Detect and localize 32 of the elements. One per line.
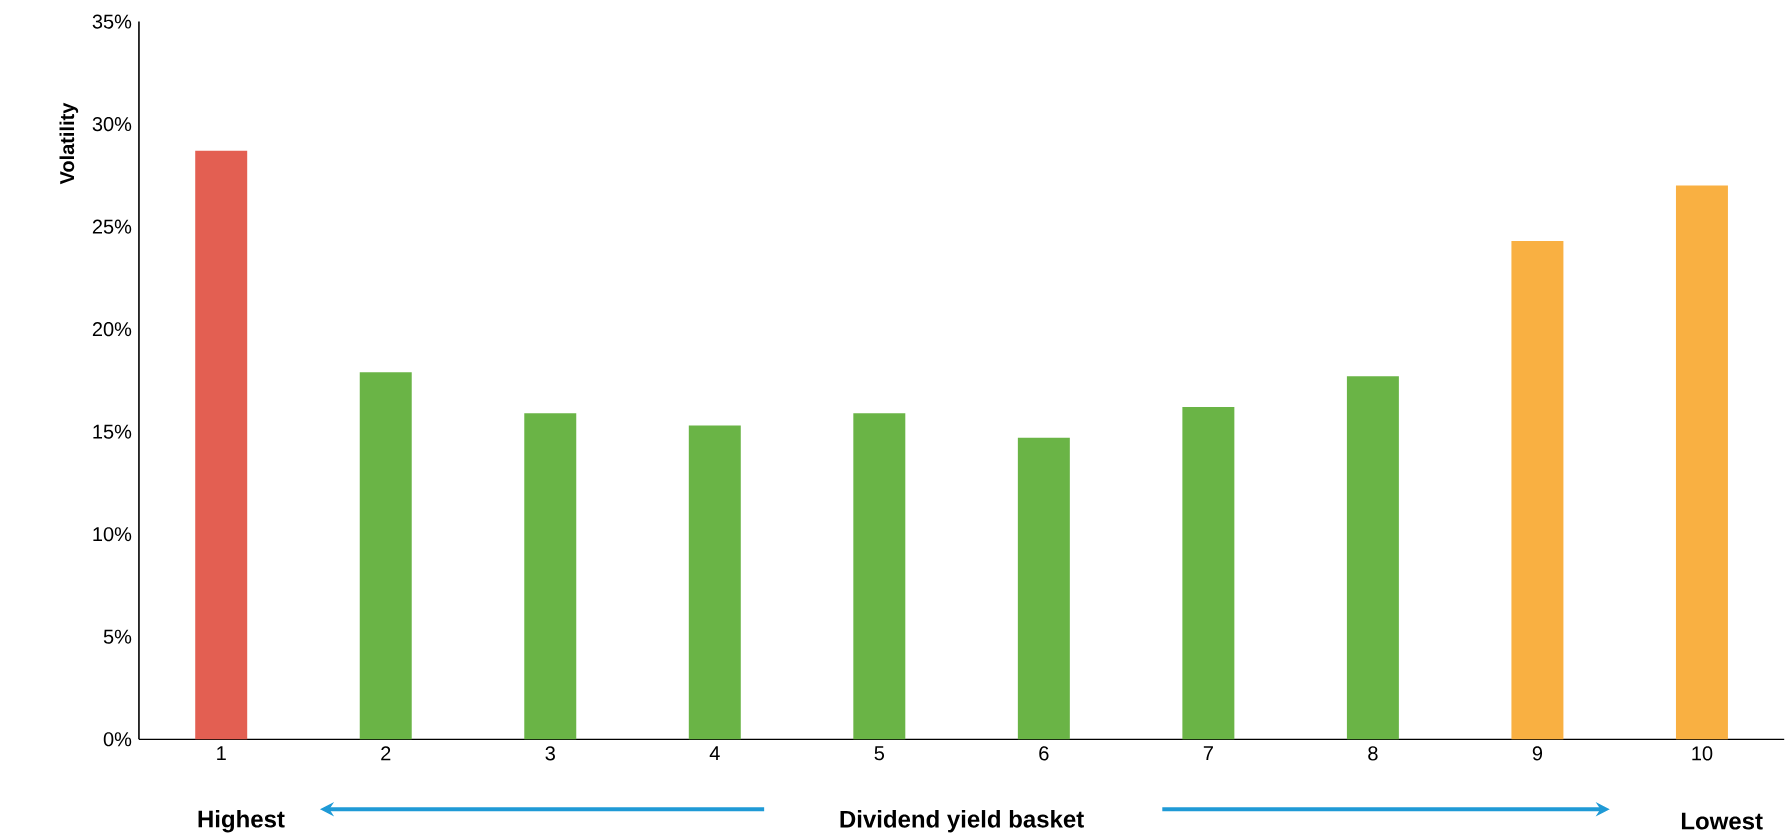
y-tick-label: 30% [92,116,132,132]
y-tick-label: 25% [92,219,132,234]
bar [1017,437,1070,740]
x-tick-label: 5 [874,746,885,761]
x-tick-label: 7 [1203,746,1213,761]
text: Highest [198,809,285,833]
bar [359,372,412,740]
bar [1346,376,1399,740]
text: Lowest [1681,812,1763,830]
x-axis-title: Dividend yield basket [840,810,1084,833]
bar [195,150,248,740]
x-tick-label: 1 [217,746,226,761]
y-tick-label: 10% [93,527,132,542]
x-tick-label: 4 [709,746,720,761]
bar [1675,185,1728,740]
y-tick-label: 15% [93,424,132,439]
x-tick-label: 3 [545,746,555,761]
y-tick-label: 5% [103,629,132,644]
x-tick-label: 9 [1532,746,1543,761]
bar [524,413,577,740]
x-tick-label: 10 [1692,746,1713,761]
bar [1182,407,1235,740]
y-axis-title: Volatility [59,102,79,185]
x-tick-label: 8 [1368,746,1378,761]
bar [853,413,906,740]
bar [688,425,741,740]
x-tick-label: 6 [1039,746,1049,761]
y-tick-label: 35% [92,14,132,29]
x-tick-label: 2 [381,746,391,761]
y-tick-label: 0% [103,732,132,747]
bar [1511,240,1564,740]
y-tick-label: 20% [92,322,132,337]
